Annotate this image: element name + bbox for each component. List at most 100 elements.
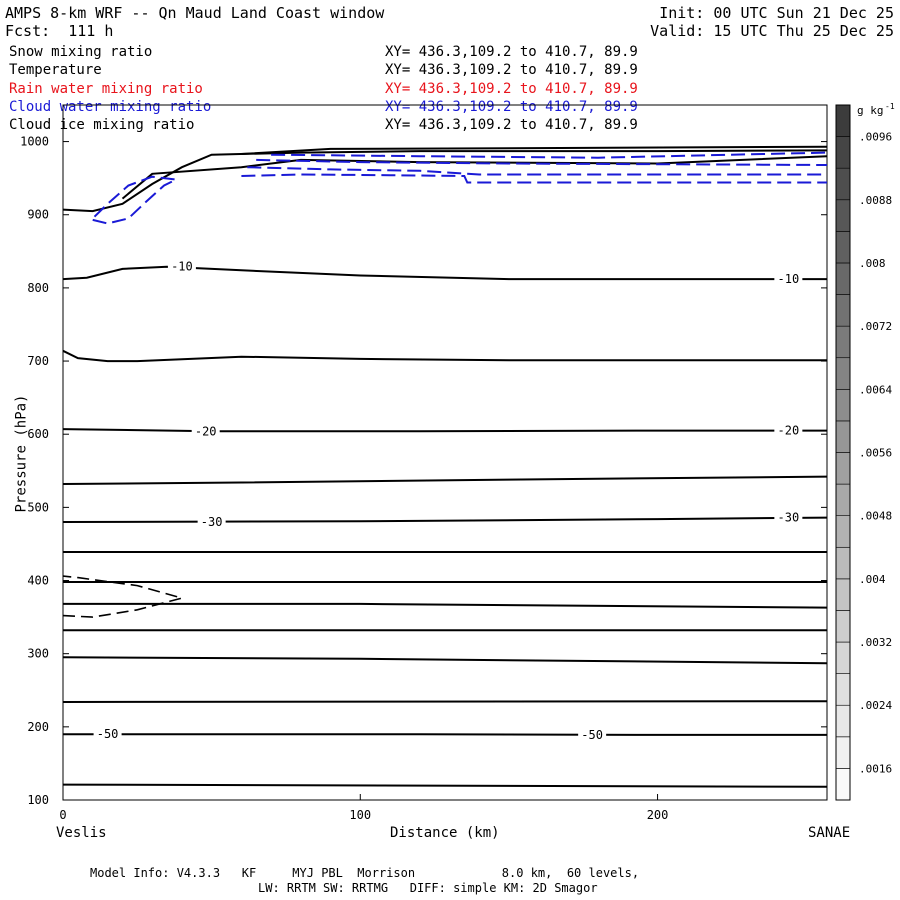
colorbar-label: .0016 [859,762,892,775]
forecast-hour: Fcst: 111 h [5,22,114,40]
colorbar-band [835,420,851,453]
colorbar-band [835,325,851,359]
valid-time: Valid: 15 UTC Thu 25 Dec 25 [650,22,894,40]
contour-label-bg [774,423,803,438]
contour-label-bg [197,515,226,529]
colorbar-band [835,294,851,327]
colorbar-label: .0032 [859,636,892,649]
x-tick-label: 200 [647,808,669,822]
colorbar-band [835,104,851,137]
temperature-contour [241,145,828,155]
colorbar-band [835,452,851,485]
temperature-contour-label: -10 [778,272,800,286]
cloud-water-contour [271,151,828,159]
colorbar-band [835,262,851,295]
colorbar-band [835,578,851,611]
field-xy-cloud-water: XY= 436.3,109.2 to 410.7, 89.9 [385,99,638,115]
contour-label-bg [167,259,196,274]
colorbar-label: .0048 [859,510,892,523]
cloud-water-contour [92,175,180,225]
colorbar-band [835,167,851,201]
colorbar-units-exponent: -1 [885,102,895,111]
temperature-contour [63,602,828,609]
colorbar-band [835,515,851,548]
contour-label-bg [578,727,607,742]
temperature-contour-label: -30 [201,515,223,529]
init-time: Init: 00 UTC Sun 21 Dec 25 [659,4,894,22]
colorbar-band [835,136,851,169]
colorbar-band [835,704,851,738]
temperature-contour [62,149,828,213]
field-name-snow: Snow mixing ratio [9,44,153,60]
temperature-contour [62,700,828,703]
y-tick-label: 100 [27,793,49,807]
colorbar-label: .0056 [859,447,892,460]
y-tick-label: 1000 [20,135,49,149]
colorbar-label: .008 [859,257,886,270]
temperature-contour [62,349,827,363]
contour-label-bg [774,272,803,287]
y-axis-label: Pressure (hPa) [13,394,30,513]
temperature-contour [62,783,828,788]
colorbar-label: .0072 [859,320,892,333]
y-tick-label: 500 [27,500,49,514]
right-endpoint-label: SANAE [808,825,851,841]
model-info: Model Info: V4.3.3 KF MYJ PBL Morrison 8… [90,866,640,880]
temperature-contour [121,155,828,200]
temperature-contour-label: -20 [778,424,800,438]
colorbar-band [835,546,851,580]
temperature-contour-label: -50 [581,728,603,742]
temperature-contour-label: -20 [195,424,217,438]
left-endpoint-label: Veslis [56,825,107,841]
cloud-water-contour [241,173,827,184]
colorbar-band [835,736,851,769]
plot-frame [62,104,828,801]
field-name-rain: Rain water mixing ratio [9,81,203,97]
colorbar-band [835,641,851,674]
colorbar-band [835,483,851,516]
colorbar-frame [835,104,851,801]
y-tick-label: 800 [27,281,49,295]
x-tick-label: 0 [59,808,66,822]
colorbar-label: .0096 [859,131,892,144]
y-tick-label: 400 [27,574,49,588]
y-tick-label: 900 [27,208,49,222]
temperature-contour [62,516,828,523]
field-name-temperature: Temperature [9,62,102,78]
temperature-contour [63,733,827,736]
y-tick-label: 600 [27,427,49,441]
temperature-contour-label: -30 [778,511,800,525]
cloud-water-contour [256,158,828,166]
snow-mixing-contour [62,575,185,618]
colorbar-band [835,610,851,643]
field-xy-cloud-ice: XY= 436.3,109.2 to 410.7, 89.9 [385,117,638,133]
field-name-cloud-water: Cloud water mixing ratio [9,99,212,115]
cloud-water-contour [247,166,827,176]
contour-label-bg [93,727,122,742]
colorbar-band [835,673,851,706]
temperature-contour [62,656,828,665]
temperature-contour [62,428,827,433]
colorbar-units: g kg [857,104,884,117]
contour-label-bg [191,424,220,439]
temperature-contour [62,475,828,485]
field-xy-snow: XY= 436.3,109.2 to 410.7, 89.9 [385,44,638,60]
colorbar-label: .0088 [859,194,892,207]
colorbar-band [835,389,851,422]
contour-label-bg [774,510,803,525]
colorbar-label: .0064 [859,383,892,396]
colorbar-band [835,199,851,232]
colorbar-band [835,231,851,264]
colorbar-band [835,357,851,390]
temperature-contour-label: -50 [97,727,119,741]
x-axis-label: Distance (km) [390,825,500,841]
colorbar-label: .004 [859,573,886,586]
temperature-contour-label: -10 [171,260,193,274]
field-xy-temperature: XY= 436.3,109.2 to 410.7, 89.9 [385,62,638,78]
y-tick-label: 300 [27,647,49,661]
x-tick-label: 100 [349,808,371,822]
colorbar-label: .0024 [859,699,892,712]
y-tick-label: 200 [27,720,49,734]
temperature-contour [62,265,827,281]
